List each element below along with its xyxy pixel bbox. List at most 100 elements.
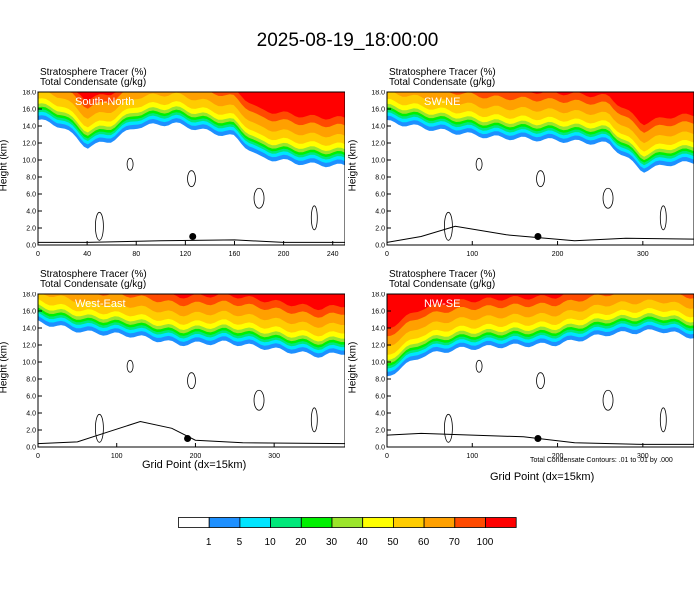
panel-nw-se: Stratosphere Tracer (%) Total Condensate … xyxy=(347,264,694,483)
y-tick-label: 18.0 xyxy=(371,90,385,97)
y-tick-label: 0.0 xyxy=(375,445,385,452)
panel-variable-label: Stratosphere Tracer (%) xyxy=(40,269,147,280)
y-tick-label: 12.0 xyxy=(371,141,385,148)
plot-frame xyxy=(37,293,345,448)
condensate-contour xyxy=(659,205,667,231)
condensate-contour xyxy=(536,170,545,188)
colorbar-label: 1 xyxy=(205,537,212,548)
colorbar-label: 5 xyxy=(236,537,243,548)
plot-frame xyxy=(37,91,345,246)
colorbar-label: 100 xyxy=(476,537,494,548)
y-tick-label: 0.0 xyxy=(375,243,385,250)
cross-section-name: South-North xyxy=(75,96,134,108)
x-tick-label: 100 xyxy=(111,453,123,460)
colorbar-label: 30 xyxy=(325,537,338,548)
condensate-contour xyxy=(126,359,134,373)
colorbar-label: 70 xyxy=(448,537,460,548)
x-tick-label: 0 xyxy=(385,251,389,258)
terrain-line xyxy=(38,420,345,445)
colorbar-box xyxy=(454,517,486,528)
cross-section-plot: South-North 0.0 2.0 4.0 6.0 8.0 10.0 12.0 14.0 16… xyxy=(22,90,345,258)
y-tick-label: 10.0 xyxy=(22,158,36,165)
colorbar-label: 50 xyxy=(387,537,399,548)
y-tick-label: 16.0 xyxy=(371,309,385,316)
colorbar-label: 20 xyxy=(295,537,307,548)
panel-south-north: Stratosphere Tracer (%) Total Condensate … xyxy=(0,62,345,258)
tracer-band-10 xyxy=(38,294,345,311)
x-tick-label: 120 xyxy=(180,251,192,258)
y-tick-label: 16.0 xyxy=(371,107,385,114)
y-tick-label: 14.0 xyxy=(371,326,385,333)
panel-variable-label: Stratosphere Tracer (%) xyxy=(389,269,496,280)
condensate-contour xyxy=(253,389,265,411)
y-tick-label: 14.0 xyxy=(22,326,36,333)
x-tick-label: 40 xyxy=(83,251,91,258)
condensate-contour xyxy=(187,372,196,390)
colorbar-box xyxy=(362,517,394,528)
condensate-contour xyxy=(187,170,196,188)
y-tick-label: 14.0 xyxy=(371,124,385,131)
x-tick-label: 300 xyxy=(637,453,649,460)
condensate-contour xyxy=(95,211,104,241)
colorbar-box xyxy=(208,517,241,528)
condensate-contour xyxy=(536,372,545,390)
panel-variable-label: Total Condensate (g/kg) xyxy=(40,279,147,290)
condensate-contour xyxy=(310,407,318,433)
plot-frame xyxy=(386,91,694,246)
x-tick-label: 240 xyxy=(327,251,339,258)
y-tick-label: 12.0 xyxy=(371,343,385,350)
location-marker xyxy=(534,233,542,240)
tracer-band-8 xyxy=(387,294,694,347)
y-tick-label: 4.0 xyxy=(375,209,385,216)
y-tick-label: 4.0 xyxy=(375,411,385,418)
y-tick-label: 18.0 xyxy=(371,292,385,299)
tracer-band-10 xyxy=(387,92,694,126)
y-tick-label: 16.0 xyxy=(22,309,36,316)
condensate-contour xyxy=(602,187,614,209)
cross-section-name: West-East xyxy=(75,298,126,310)
y-tick-label: 0.0 xyxy=(26,243,36,250)
y-tick-label: 18.0 xyxy=(22,90,36,97)
condensate-contour xyxy=(310,205,318,231)
cross-section-plot: NW-SE 0.0 2.0 4.0 6.0 8.0 10.0 12.0 14.0 16.0 18.0… xyxy=(371,292,694,460)
y-tick-label: 8.0 xyxy=(26,377,36,384)
cross-section-plot: West-East 0.0 2.0 4.0 6.0 8.0 10.0 12.0 14.0 16.0… xyxy=(22,292,345,460)
panel-west-east: Stratosphere Tracer (%) Total Condensate … xyxy=(0,264,345,471)
location-marker xyxy=(189,233,197,240)
x-tick-label: 0 xyxy=(385,453,389,460)
contour-footnote: Total Condensate Contours: .01 to .01 by… xyxy=(530,457,673,464)
y-tick-label: 6.0 xyxy=(375,394,385,401)
x-tick-label: 200 xyxy=(552,453,564,460)
x-tick-label: 160 xyxy=(229,251,241,258)
colorbar-box xyxy=(178,517,210,528)
y-tick-label: 6.0 xyxy=(26,192,36,199)
y-tick-label: 6.0 xyxy=(26,394,36,401)
y-tick-label: 10.0 xyxy=(22,360,36,367)
colorbar-label: 10 xyxy=(264,537,276,548)
colorbar-box xyxy=(300,517,333,528)
panel-variable-label: Stratosphere Tracer (%) xyxy=(389,67,496,78)
condensate-contour xyxy=(475,157,483,171)
x-tick-label: 300 xyxy=(268,453,280,460)
location-marker xyxy=(534,435,542,442)
y-tick-label: 2.0 xyxy=(26,428,36,435)
panel-variable-label: Stratosphere Tracer (%) xyxy=(40,67,147,78)
y-tick-label: 16.0 xyxy=(22,107,36,114)
x-axis-label: Grid Point (dx=15km) xyxy=(490,471,595,483)
cross-section-plot: SW-NE 0.0 2.0 4.0 6.0 8.0 10.0 12.0 14.0 16.0 18.0… xyxy=(371,90,694,258)
colorbar-box xyxy=(331,517,364,528)
tracer-band-9 xyxy=(387,294,694,337)
x-tick-label: 200 xyxy=(552,251,564,258)
colorbar-box xyxy=(239,517,272,528)
y-tick-label: 10.0 xyxy=(371,360,385,367)
panel-variable-label: Total Condensate (g/kg) xyxy=(389,77,496,88)
colorbar-box xyxy=(270,517,302,528)
colorbar-box xyxy=(392,517,425,528)
condensate-contour xyxy=(475,359,483,373)
x-tick-label: 100 xyxy=(466,251,478,258)
panel-sw-ne: Stratosphere Tracer (%) Total Condensate … xyxy=(347,62,694,258)
y-tick-label: 4.0 xyxy=(26,209,36,216)
colorbar-label: 40 xyxy=(356,537,368,548)
page-title: 2025-08-19_18:00:00 xyxy=(256,30,439,51)
x-tick-label: 80 xyxy=(132,251,140,258)
